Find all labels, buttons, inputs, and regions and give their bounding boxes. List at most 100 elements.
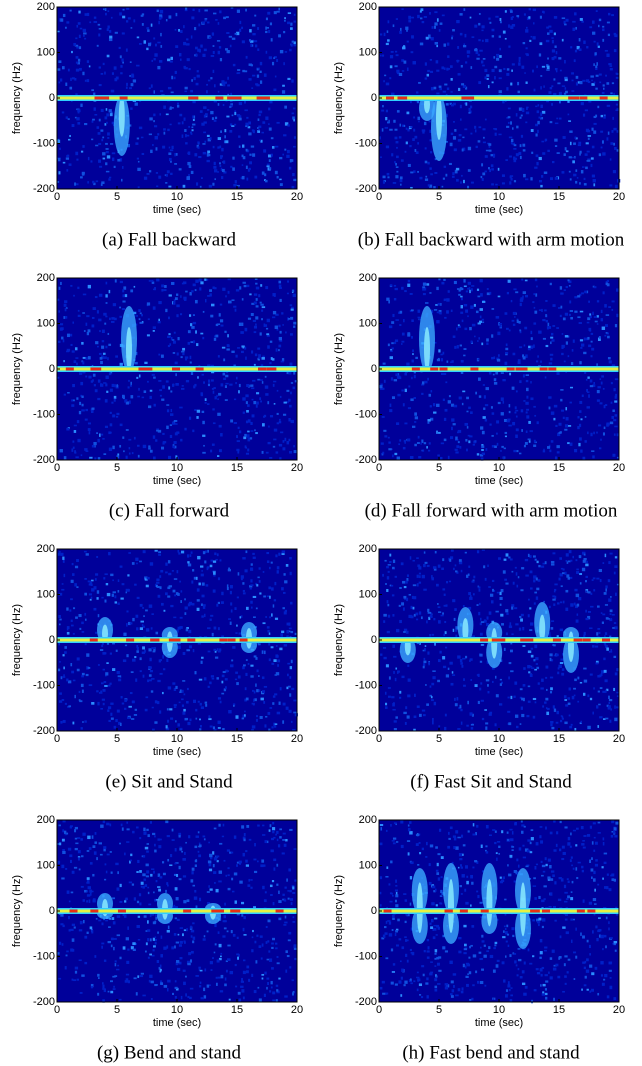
noise (545, 698, 548, 701)
noise (557, 602, 559, 604)
noise (481, 343, 483, 346)
noise (569, 300, 571, 303)
noise (154, 125, 157, 127)
x-tick-label: 20 (291, 462, 303, 474)
noise (407, 41, 409, 43)
noise (415, 416, 418, 419)
noise (134, 714, 137, 716)
noise (289, 693, 291, 696)
noise (81, 396, 83, 398)
noise (252, 414, 255, 417)
noise (538, 565, 540, 567)
noise (267, 595, 270, 597)
signature-core (424, 327, 430, 371)
noise (103, 313, 106, 316)
noise (391, 153, 393, 156)
noise (158, 176, 161, 179)
noise (153, 330, 155, 332)
noise (497, 332, 500, 335)
noise (286, 564, 289, 567)
noise (123, 633, 126, 636)
noise (391, 321, 394, 324)
noise (76, 559, 79, 562)
noise (148, 904, 151, 906)
noise (101, 682, 104, 684)
noise (80, 992, 83, 994)
noise (533, 322, 536, 324)
noise (566, 553, 569, 556)
noise (463, 355, 465, 357)
noise (289, 710, 292, 713)
noise (273, 311, 276, 314)
noise (256, 584, 258, 586)
noise (396, 629, 399, 632)
noise (230, 591, 232, 594)
noise (447, 361, 449, 363)
noise (74, 182, 76, 185)
noise (470, 411, 473, 414)
noise (159, 60, 162, 63)
noise (58, 158, 60, 161)
noise (417, 564, 420, 567)
noise (549, 30, 552, 33)
noise (290, 159, 292, 162)
noise (537, 355, 539, 357)
noise (112, 579, 114, 581)
noise (419, 573, 421, 575)
noise (433, 412, 436, 414)
noise (478, 337, 480, 339)
noise (130, 860, 132, 862)
noise (182, 680, 185, 682)
noise (510, 696, 512, 699)
noise (499, 597, 502, 600)
noise (613, 143, 615, 146)
noise (583, 352, 586, 354)
noise (525, 280, 528, 282)
noise (184, 129, 186, 132)
noise (540, 185, 542, 188)
noise (413, 61, 416, 64)
noise (184, 612, 186, 615)
noise (456, 179, 459, 182)
noise (65, 316, 67, 319)
noise (430, 405, 432, 407)
noise (413, 170, 415, 173)
noise (251, 145, 254, 147)
noise (287, 124, 289, 126)
noise (611, 309, 613, 311)
noise (277, 390, 279, 392)
noise (604, 115, 606, 117)
noise (236, 72, 239, 74)
noise (385, 703, 387, 706)
noise (213, 422, 216, 424)
noise (585, 167, 588, 170)
noise (151, 690, 153, 692)
noise (161, 936, 163, 939)
noise (99, 84, 102, 86)
noise (266, 51, 268, 54)
noise (411, 17, 414, 19)
noise (82, 690, 84, 693)
noise (287, 623, 289, 626)
noise (273, 446, 275, 448)
noise (612, 614, 615, 616)
noise (511, 300, 513, 302)
noise (136, 992, 138, 995)
noise (105, 8, 107, 11)
noise (102, 643, 104, 645)
noise (236, 289, 239, 291)
noise (601, 318, 603, 321)
noise (243, 916, 245, 919)
noise (179, 691, 181, 693)
noise (97, 590, 99, 593)
noise (69, 854, 72, 857)
noise (452, 671, 454, 673)
noise (257, 670, 259, 673)
noise (159, 113, 161, 115)
noise (120, 72, 122, 74)
noise (107, 26, 109, 29)
noise (257, 577, 259, 579)
noise (260, 62, 262, 65)
noise (97, 45, 99, 47)
noise (602, 92, 605, 94)
